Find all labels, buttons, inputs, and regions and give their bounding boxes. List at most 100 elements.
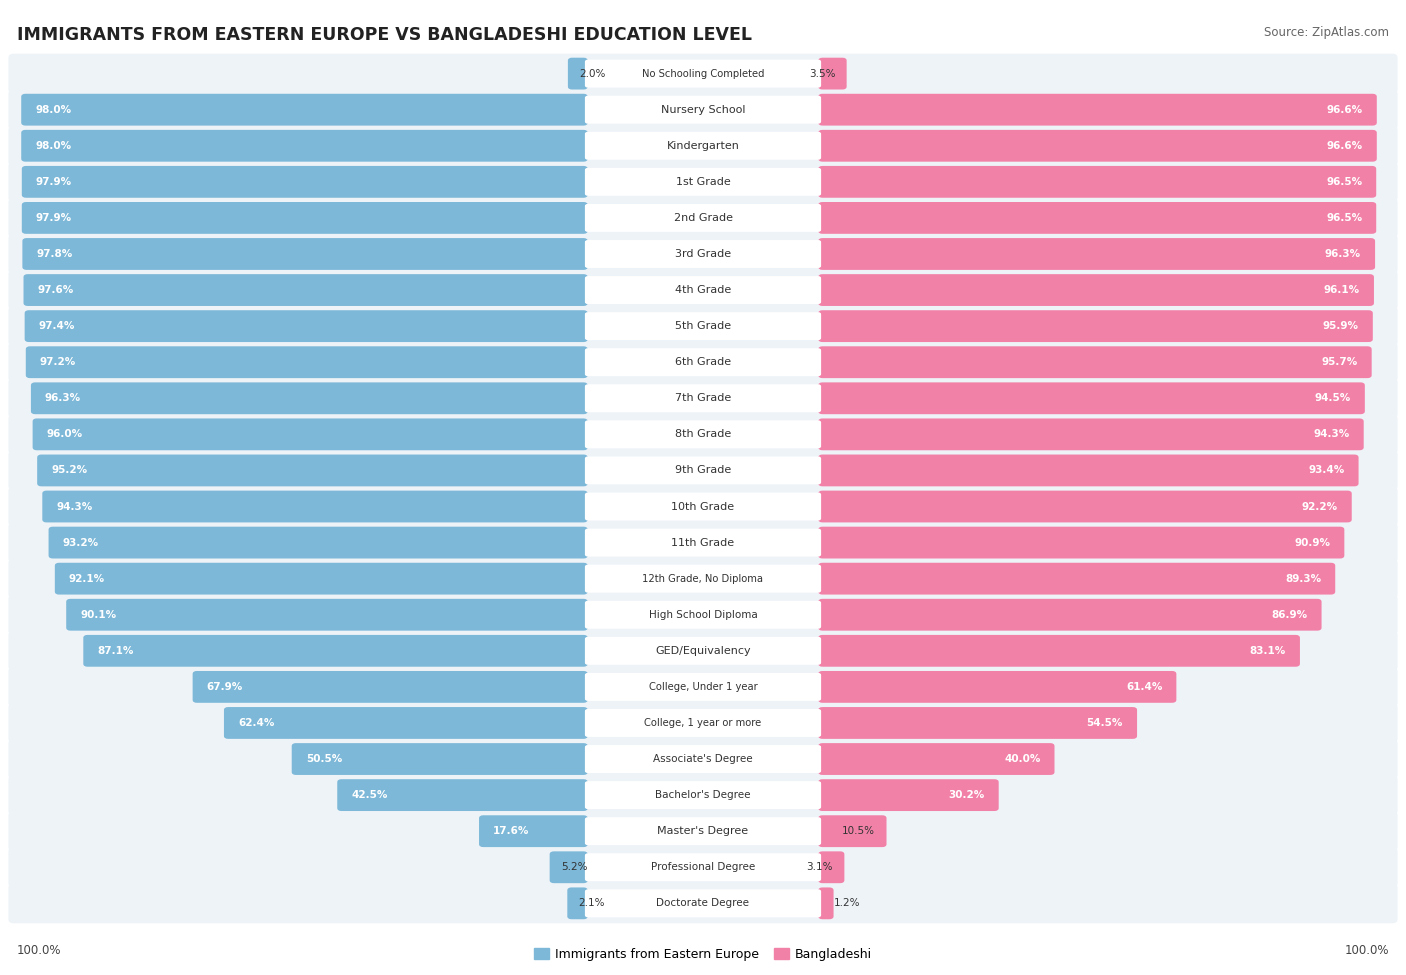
FancyBboxPatch shape bbox=[21, 130, 588, 162]
Legend: Immigrants from Eastern Europe, Bangladeshi: Immigrants from Eastern Europe, Banglade… bbox=[534, 948, 872, 961]
Text: GED/Equivalency: GED/Equivalency bbox=[655, 645, 751, 656]
Text: No Schooling Completed: No Schooling Completed bbox=[641, 68, 765, 79]
Text: 61.4%: 61.4% bbox=[1126, 682, 1163, 692]
FancyBboxPatch shape bbox=[818, 130, 1376, 162]
FancyBboxPatch shape bbox=[8, 667, 1398, 707]
FancyBboxPatch shape bbox=[585, 204, 821, 232]
Text: 94.5%: 94.5% bbox=[1315, 393, 1351, 404]
Text: Nursery School: Nursery School bbox=[661, 104, 745, 115]
Text: College, 1 year or more: College, 1 year or more bbox=[644, 718, 762, 728]
Text: 96.6%: 96.6% bbox=[1327, 140, 1362, 151]
FancyBboxPatch shape bbox=[8, 811, 1398, 851]
Text: 98.0%: 98.0% bbox=[35, 104, 72, 115]
FancyBboxPatch shape bbox=[66, 599, 588, 631]
FancyBboxPatch shape bbox=[32, 418, 588, 450]
FancyBboxPatch shape bbox=[8, 270, 1398, 310]
Text: 5th Grade: 5th Grade bbox=[675, 321, 731, 332]
FancyBboxPatch shape bbox=[337, 779, 588, 811]
FancyBboxPatch shape bbox=[8, 631, 1398, 671]
Text: 2nd Grade: 2nd Grade bbox=[673, 213, 733, 223]
Text: 54.5%: 54.5% bbox=[1087, 718, 1123, 728]
Text: 3.1%: 3.1% bbox=[807, 862, 834, 873]
Text: 5.2%: 5.2% bbox=[561, 862, 588, 873]
Text: 83.1%: 83.1% bbox=[1250, 645, 1286, 656]
FancyBboxPatch shape bbox=[818, 526, 1344, 559]
FancyBboxPatch shape bbox=[818, 454, 1358, 487]
FancyBboxPatch shape bbox=[8, 450, 1398, 490]
Text: 97.9%: 97.9% bbox=[37, 176, 72, 187]
FancyBboxPatch shape bbox=[818, 238, 1375, 270]
Text: 95.2%: 95.2% bbox=[51, 465, 87, 476]
FancyBboxPatch shape bbox=[21, 94, 588, 126]
FancyBboxPatch shape bbox=[585, 420, 821, 449]
FancyBboxPatch shape bbox=[8, 54, 1398, 94]
Text: Doctorate Degree: Doctorate Degree bbox=[657, 898, 749, 909]
Text: 6th Grade: 6th Grade bbox=[675, 357, 731, 368]
Text: 2.1%: 2.1% bbox=[578, 898, 605, 909]
FancyBboxPatch shape bbox=[585, 456, 821, 485]
Text: 95.9%: 95.9% bbox=[1323, 321, 1358, 332]
FancyBboxPatch shape bbox=[83, 635, 588, 667]
Text: 97.9%: 97.9% bbox=[37, 213, 72, 223]
FancyBboxPatch shape bbox=[818, 851, 845, 883]
Text: 92.2%: 92.2% bbox=[1302, 501, 1337, 512]
FancyBboxPatch shape bbox=[585, 781, 821, 809]
FancyBboxPatch shape bbox=[818, 310, 1372, 342]
FancyBboxPatch shape bbox=[818, 671, 1177, 703]
Text: 40.0%: 40.0% bbox=[1004, 754, 1040, 764]
FancyBboxPatch shape bbox=[8, 198, 1398, 238]
Text: 94.3%: 94.3% bbox=[1313, 429, 1350, 440]
Text: 87.1%: 87.1% bbox=[97, 645, 134, 656]
Text: 96.1%: 96.1% bbox=[1324, 285, 1360, 295]
FancyBboxPatch shape bbox=[224, 707, 588, 739]
Text: 7th Grade: 7th Grade bbox=[675, 393, 731, 404]
Text: 90.9%: 90.9% bbox=[1295, 537, 1330, 548]
FancyBboxPatch shape bbox=[193, 671, 588, 703]
FancyBboxPatch shape bbox=[818, 382, 1365, 414]
FancyBboxPatch shape bbox=[8, 378, 1398, 418]
Text: 100.0%: 100.0% bbox=[1344, 944, 1389, 957]
Text: 97.8%: 97.8% bbox=[37, 249, 73, 259]
FancyBboxPatch shape bbox=[585, 853, 821, 881]
FancyBboxPatch shape bbox=[8, 126, 1398, 166]
FancyBboxPatch shape bbox=[818, 490, 1351, 523]
FancyBboxPatch shape bbox=[818, 166, 1376, 198]
FancyBboxPatch shape bbox=[585, 348, 821, 376]
FancyBboxPatch shape bbox=[585, 745, 821, 773]
FancyBboxPatch shape bbox=[585, 889, 821, 917]
FancyBboxPatch shape bbox=[8, 90, 1398, 130]
Text: 96.3%: 96.3% bbox=[45, 393, 82, 404]
Text: 8th Grade: 8th Grade bbox=[675, 429, 731, 440]
FancyBboxPatch shape bbox=[585, 59, 821, 88]
FancyBboxPatch shape bbox=[49, 526, 588, 559]
Text: 96.5%: 96.5% bbox=[1326, 176, 1362, 187]
Text: 3.5%: 3.5% bbox=[808, 68, 835, 79]
FancyBboxPatch shape bbox=[8, 883, 1398, 923]
Text: 100.0%: 100.0% bbox=[17, 944, 62, 957]
FancyBboxPatch shape bbox=[818, 815, 887, 847]
FancyBboxPatch shape bbox=[25, 346, 588, 378]
Text: 3rd Grade: 3rd Grade bbox=[675, 249, 731, 259]
FancyBboxPatch shape bbox=[818, 563, 1336, 595]
Text: Kindergarten: Kindergarten bbox=[666, 140, 740, 151]
FancyBboxPatch shape bbox=[8, 595, 1398, 635]
FancyBboxPatch shape bbox=[585, 384, 821, 412]
FancyBboxPatch shape bbox=[818, 202, 1376, 234]
Text: IMMIGRANTS FROM EASTERN EUROPE VS BANGLADESHI EDUCATION LEVEL: IMMIGRANTS FROM EASTERN EUROPE VS BANGLA… bbox=[17, 26, 752, 44]
FancyBboxPatch shape bbox=[585, 601, 821, 629]
FancyBboxPatch shape bbox=[291, 743, 588, 775]
FancyBboxPatch shape bbox=[8, 234, 1398, 274]
Text: 86.9%: 86.9% bbox=[1271, 609, 1308, 620]
FancyBboxPatch shape bbox=[585, 132, 821, 160]
FancyBboxPatch shape bbox=[8, 703, 1398, 743]
Text: 42.5%: 42.5% bbox=[352, 790, 388, 800]
Text: 97.2%: 97.2% bbox=[39, 357, 76, 368]
FancyBboxPatch shape bbox=[8, 414, 1398, 454]
Text: 10.5%: 10.5% bbox=[842, 826, 876, 837]
Text: 30.2%: 30.2% bbox=[949, 790, 984, 800]
FancyBboxPatch shape bbox=[818, 635, 1301, 667]
Text: 11th Grade: 11th Grade bbox=[672, 537, 734, 548]
FancyBboxPatch shape bbox=[567, 887, 588, 919]
FancyBboxPatch shape bbox=[585, 673, 821, 701]
FancyBboxPatch shape bbox=[8, 559, 1398, 599]
